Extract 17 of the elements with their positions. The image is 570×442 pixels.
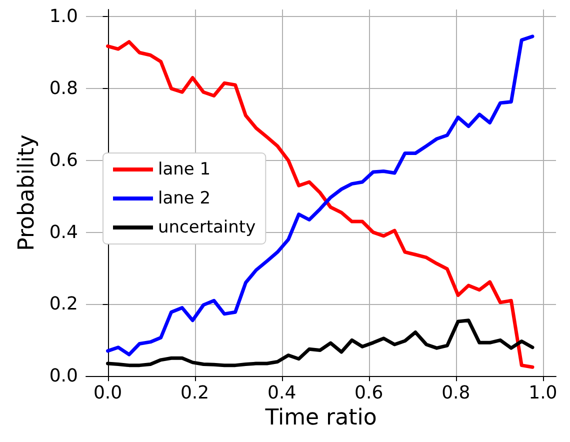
x-tick-label: 0.0 [93,382,122,404]
y-tick-label: 0.4 [49,222,78,243]
x-tick-label: 0.2 [180,382,210,404]
x-tick-label: 0.4 [268,382,296,404]
legend-label: lane 2 [158,188,211,208]
x-axis-title: Time ratio [264,406,377,430]
y-axis-title: Probability [14,134,40,251]
y-tick-label: 0.0 [49,366,78,387]
x-tick-label: 0.6 [354,382,384,404]
x-tick-label: 1.0 [528,382,558,404]
y-tick-label: 0.8 [49,78,78,100]
x-tick-label: 0.8 [442,382,470,404]
y-tick-label: 0.2 [49,294,78,315]
legend-label: lane 1 [158,160,211,180]
legend-label: uncertainty [158,218,256,238]
y-tick-label: 0.6 [49,150,78,171]
y-tick-label: 1.0 [49,6,78,28]
